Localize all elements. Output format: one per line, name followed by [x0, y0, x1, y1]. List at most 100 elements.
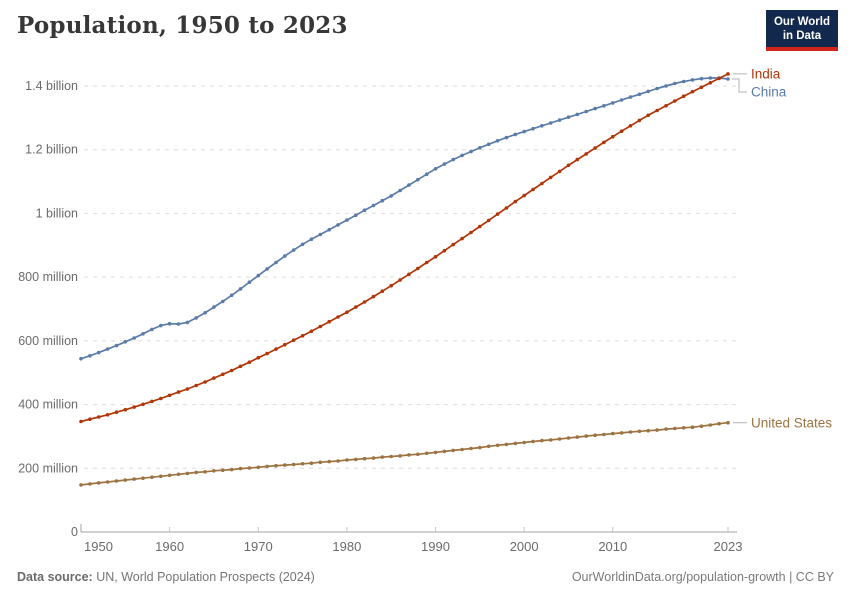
- series-marker: [318, 460, 323, 465]
- series-marker: [159, 474, 163, 479]
- series-marker: [371, 456, 376, 460]
- series-marker: [176, 472, 181, 477]
- series-marker: [167, 393, 172, 398]
- series-marker: [309, 461, 314, 466]
- series-marker: [708, 81, 713, 85]
- series-marker: [522, 129, 526, 134]
- series-marker: [132, 336, 136, 340]
- series-marker: [150, 327, 154, 332]
- series-marker: [531, 439, 535, 444]
- series-marker: [690, 425, 695, 430]
- series-marker: [451, 448, 456, 453]
- series-marker: [566, 436, 571, 440]
- series-marker: [176, 322, 181, 326]
- series-marker: [221, 299, 225, 304]
- series-marker: [398, 278, 402, 282]
- series-marker: [442, 248, 447, 253]
- series-marker: [380, 455, 385, 459]
- series-marker: [300, 462, 305, 466]
- series-line-china[interactable]: [80, 77, 729, 360]
- series-marker: [354, 457, 358, 462]
- series-marker: [628, 95, 633, 99]
- y-axis-tick-label: 400 million: [18, 398, 78, 412]
- x-axis-tick-label: 2000: [510, 539, 539, 554]
- series-marker: [221, 468, 225, 473]
- series-marker: [602, 140, 606, 145]
- series-marker: [256, 273, 261, 278]
- series-marker: [185, 471, 190, 476]
- x-axis-tick-label: 1960: [155, 539, 184, 554]
- owid-logo[interactable]: Our World in Data: [765, 10, 838, 51]
- series-marker: [566, 163, 571, 168]
- series-marker: [141, 402, 145, 407]
- credit-link[interactable]: OurWorldinData.org/population-growth | C…: [571, 570, 834, 584]
- series-marker: [336, 459, 340, 463]
- series-marker: [114, 479, 119, 483]
- series-marker: [247, 466, 252, 470]
- series-marker: [619, 98, 624, 102]
- series-marker: [681, 426, 686, 430]
- series-marker: [354, 305, 358, 309]
- series-marker: [247, 360, 252, 365]
- series-marker: [451, 157, 456, 162]
- series-marker: [513, 441, 518, 446]
- series-marker: [611, 431, 615, 436]
- series-marker: [274, 463, 278, 468]
- series-marker: [327, 227, 332, 232]
- series-marker: [575, 435, 580, 439]
- series-marker: [185, 387, 190, 391]
- series-marker: [416, 177, 420, 182]
- series-marker: [212, 376, 216, 380]
- series-marker: [673, 99, 677, 103]
- series-marker: [460, 236, 464, 241]
- series-marker: [602, 104, 606, 108]
- series-marker: [495, 443, 500, 448]
- series-marker: [726, 77, 730, 81]
- series-marker: [646, 428, 650, 433]
- series-marker: [540, 124, 544, 128]
- series-marker: [433, 450, 438, 455]
- series-marker: [407, 183, 411, 187]
- series-marker: [664, 427, 668, 431]
- series-marker: [265, 464, 269, 469]
- data-source-value: UN, World Population Prospects (2024): [92, 570, 315, 584]
- x-axis-tick-label: 2023: [714, 539, 743, 554]
- series-marker: [159, 323, 163, 328]
- series-marker: [141, 332, 145, 336]
- series-marker: [354, 213, 358, 218]
- series-marker: [221, 372, 225, 377]
- series-marker: [88, 354, 92, 358]
- x-axis-tick-label: 1990: [421, 539, 450, 554]
- series-marker: [416, 266, 420, 271]
- x-axis-tick-label: 1980: [332, 539, 361, 554]
- series-label-connector: [732, 78, 747, 93]
- series-marker: [646, 113, 650, 118]
- series-marker: [194, 316, 198, 320]
- series-marker: [655, 86, 659, 91]
- series-marker: [283, 254, 287, 258]
- series-marker: [424, 451, 429, 456]
- series-marker: [469, 230, 473, 235]
- data-source-label: Data source:: [17, 570, 93, 584]
- series-marker: [637, 429, 642, 434]
- series-marker: [513, 132, 518, 137]
- series-marker: [469, 446, 473, 451]
- series-marker: [203, 311, 207, 315]
- series-marker: [522, 440, 526, 445]
- series-marker: [681, 94, 686, 98]
- series-marker: [424, 172, 429, 176]
- series-label-china[interactable]: China: [751, 84, 787, 100]
- series-marker: [265, 351, 269, 356]
- series-marker: [673, 426, 677, 431]
- series-marker: [194, 470, 198, 475]
- series-marker: [522, 193, 526, 198]
- series-label-united-states[interactable]: United States: [751, 414, 833, 430]
- series-marker: [362, 300, 367, 304]
- series-marker: [548, 438, 553, 442]
- series-label-india[interactable]: India: [751, 66, 781, 82]
- y-axis-tick-label: 200 million: [18, 461, 78, 475]
- series-marker: [141, 476, 145, 481]
- series-marker: [611, 101, 615, 105]
- series-marker: [96, 481, 101, 485]
